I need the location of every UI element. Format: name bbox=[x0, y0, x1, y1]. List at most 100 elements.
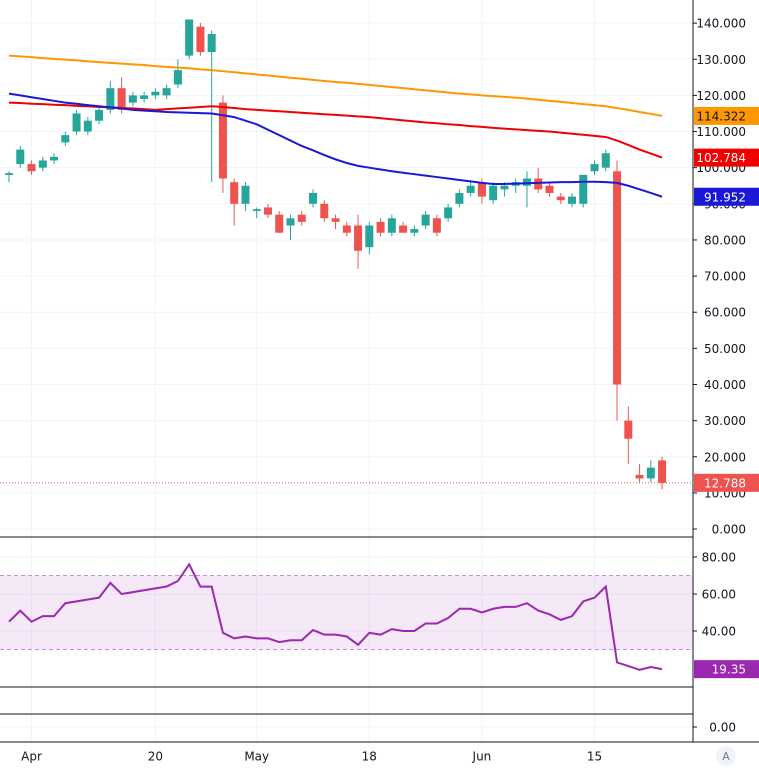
candle-body bbox=[579, 174, 588, 204]
candle-body bbox=[342, 225, 351, 233]
y-tick-label: 40.00 bbox=[702, 624, 736, 638]
x-tick-label: 15 bbox=[587, 750, 602, 764]
candle-body bbox=[421, 214, 430, 226]
series-last-label: 114.322 bbox=[696, 109, 746, 123]
candle-body bbox=[185, 19, 194, 56]
candle-body bbox=[27, 164, 36, 172]
x-tick-label: Jun bbox=[472, 750, 492, 764]
series-last-label-box bbox=[694, 148, 759, 167]
candle-body bbox=[230, 182, 239, 204]
last-price-label-box bbox=[694, 473, 759, 492]
candle-body bbox=[61, 135, 70, 143]
candle-body bbox=[522, 178, 531, 186]
candle-body bbox=[477, 182, 486, 197]
y-tick-label: 30.000 bbox=[704, 414, 746, 428]
candle-body bbox=[376, 221, 385, 233]
candle-body bbox=[140, 95, 149, 100]
candle-body bbox=[658, 460, 667, 483]
series-last-label-box bbox=[694, 187, 759, 206]
candle-body bbox=[590, 164, 599, 172]
candle-body bbox=[252, 209, 261, 212]
y-tick-label: 20.000 bbox=[704, 450, 746, 464]
candle-body bbox=[117, 88, 126, 110]
x-tick-label: May bbox=[244, 750, 269, 764]
series-last-label: 19.35 bbox=[712, 663, 746, 677]
last-price-label: 12.788 bbox=[704, 476, 746, 490]
y-tick-label: 80.000 bbox=[704, 233, 746, 247]
candle-body bbox=[286, 218, 295, 226]
series-last-label-box bbox=[694, 106, 759, 125]
candle-body bbox=[444, 207, 453, 219]
candle-body bbox=[72, 113, 81, 132]
candle-body bbox=[320, 203, 329, 219]
y-tick-label: 50.000 bbox=[704, 342, 746, 356]
candle-body bbox=[5, 173, 13, 175]
candle-body bbox=[635, 474, 644, 479]
candle-body bbox=[196, 26, 205, 53]
y-tick-label: 120.000 bbox=[696, 89, 746, 103]
auto-scale-button[interactable] bbox=[716, 746, 736, 766]
candle-body bbox=[556, 196, 565, 201]
candle-body bbox=[399, 225, 408, 233]
candle-body bbox=[275, 214, 284, 233]
candle-body bbox=[432, 218, 441, 233]
candle-body bbox=[128, 95, 137, 103]
candle-body bbox=[218, 102, 227, 179]
candle-body bbox=[354, 225, 363, 251]
candle-body bbox=[624, 420, 633, 439]
indicator-line bbox=[8, 92, 663, 198]
candle-body bbox=[50, 156, 59, 161]
series-last-label: 102.784 bbox=[696, 151, 746, 165]
plot bbox=[0, 19, 693, 671]
candle-body bbox=[207, 33, 216, 53]
candle-body bbox=[613, 171, 622, 385]
candle-body bbox=[455, 192, 464, 204]
y-tick-label: 60.00 bbox=[702, 587, 736, 601]
candle-body bbox=[534, 178, 543, 190]
candle-body bbox=[365, 225, 374, 248]
candle-body bbox=[489, 185, 498, 201]
candle-body bbox=[500, 185, 509, 190]
candle-body bbox=[241, 185, 250, 204]
candle-body bbox=[38, 160, 47, 168]
indicator-line bbox=[8, 562, 663, 671]
y-tick-label: 110.000 bbox=[696, 125, 746, 139]
x-tick-label: 20 bbox=[148, 750, 163, 764]
candle-body bbox=[309, 192, 318, 204]
y-tick-label: 70.000 bbox=[704, 270, 746, 284]
candle-body bbox=[162, 88, 171, 96]
candle-body bbox=[601, 153, 610, 168]
series-last-label: 91.952 bbox=[704, 190, 746, 204]
candle-body bbox=[331, 218, 340, 222]
grid bbox=[0, 0, 693, 742]
y-tick-label: 130.000 bbox=[696, 53, 746, 67]
x-tick-label: Apr bbox=[21, 750, 42, 764]
series-last-label-box bbox=[694, 660, 759, 679]
candle-body bbox=[545, 185, 554, 193]
y-tick-label: 40.000 bbox=[704, 378, 746, 392]
candle-body bbox=[568, 196, 576, 204]
candle-body bbox=[83, 120, 92, 132]
y-tick-label: 60.000 bbox=[704, 306, 746, 320]
candle-body bbox=[151, 91, 160, 96]
candle-body bbox=[410, 229, 419, 233]
indicator-line bbox=[8, 54, 663, 117]
y-tick-label: 0.000 bbox=[712, 523, 746, 537]
candle-body bbox=[297, 214, 306, 222]
candle-body bbox=[95, 109, 104, 121]
candle-body bbox=[387, 218, 396, 233]
candle-body bbox=[263, 207, 272, 215]
y-tick-label: 140.000 bbox=[696, 17, 746, 31]
candle-body bbox=[173, 70, 182, 85]
candle-body bbox=[646, 467, 655, 479]
y-tick-label: 0.00 bbox=[709, 721, 736, 735]
x-tick-label: 18 bbox=[362, 750, 377, 764]
candle-body bbox=[466, 185, 475, 193]
candle-body bbox=[106, 88, 115, 110]
rsi-band bbox=[0, 575, 693, 650]
auto-scale-label[interactable]: A bbox=[722, 750, 730, 763]
axis: Apr 20 May 18 Jun 150.00010.00020.00030.00040… bbox=[21, 17, 759, 764]
y-tick-label: 80.00 bbox=[702, 550, 736, 564]
